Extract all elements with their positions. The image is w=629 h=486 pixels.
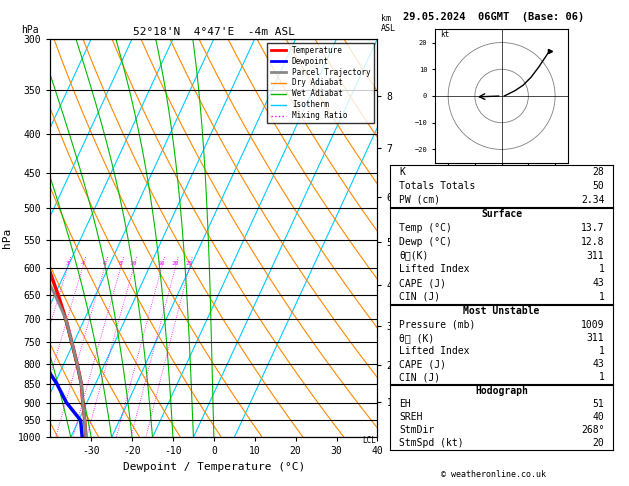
Text: hPa: hPa bbox=[21, 25, 38, 35]
Text: 43: 43 bbox=[593, 359, 604, 369]
Text: 51: 51 bbox=[593, 399, 604, 409]
Text: StmSpd (kt): StmSpd (kt) bbox=[399, 438, 464, 448]
Text: CIN (J): CIN (J) bbox=[399, 372, 440, 382]
Text: 2.34: 2.34 bbox=[581, 195, 604, 205]
Text: Temp (°C): Temp (°C) bbox=[399, 223, 452, 233]
Text: 8: 8 bbox=[119, 261, 123, 266]
Text: 311: 311 bbox=[587, 333, 604, 343]
Text: kt: kt bbox=[440, 30, 449, 39]
Text: θᴄ(K): θᴄ(K) bbox=[399, 251, 428, 260]
Text: 29.05.2024  06GMT  (Base: 06): 29.05.2024 06GMT (Base: 06) bbox=[403, 12, 584, 22]
Text: CAPE (J): CAPE (J) bbox=[399, 359, 446, 369]
Text: CAPE (J): CAPE (J) bbox=[399, 278, 446, 288]
Text: 12.8: 12.8 bbox=[581, 237, 604, 247]
Legend: Temperature, Dewpoint, Parcel Trajectory, Dry Adiabat, Wet Adiabat, Isotherm, Mi: Temperature, Dewpoint, Parcel Trajectory… bbox=[267, 43, 374, 123]
Text: 25: 25 bbox=[186, 261, 193, 266]
Text: Totals Totals: Totals Totals bbox=[399, 181, 476, 191]
Text: Hodograph: Hodograph bbox=[475, 386, 528, 397]
Text: 20: 20 bbox=[172, 261, 179, 266]
X-axis label: Dewpoint / Temperature (°C): Dewpoint / Temperature (°C) bbox=[123, 462, 305, 472]
Text: PW (cm): PW (cm) bbox=[399, 195, 440, 205]
Text: Mixing Ratio (g/kg): Mixing Ratio (g/kg) bbox=[437, 187, 445, 289]
Text: SREH: SREH bbox=[399, 412, 423, 422]
Text: CIN (J): CIN (J) bbox=[399, 292, 440, 302]
Text: Lifted Index: Lifted Index bbox=[399, 346, 469, 356]
Text: 10: 10 bbox=[130, 261, 137, 266]
Text: 3: 3 bbox=[65, 261, 69, 266]
Y-axis label: hPa: hPa bbox=[3, 228, 12, 248]
Text: 50: 50 bbox=[593, 181, 604, 191]
Title: 52°18'N  4°47'E  -4m ASL: 52°18'N 4°47'E -4m ASL bbox=[133, 27, 295, 37]
Text: 268°: 268° bbox=[581, 425, 604, 435]
Text: LCL: LCL bbox=[363, 436, 377, 445]
Text: 1009: 1009 bbox=[581, 319, 604, 330]
Text: 20: 20 bbox=[593, 438, 604, 448]
Text: K: K bbox=[399, 167, 405, 177]
Text: 13.7: 13.7 bbox=[581, 223, 604, 233]
Text: EH: EH bbox=[399, 399, 411, 409]
Text: θᴄ (K): θᴄ (K) bbox=[399, 333, 434, 343]
Text: © weatheronline.co.uk: © weatheronline.co.uk bbox=[442, 470, 546, 479]
Text: Pressure (mb): Pressure (mb) bbox=[399, 319, 476, 330]
Text: 40: 40 bbox=[593, 412, 604, 422]
Text: 1: 1 bbox=[598, 264, 604, 275]
Text: 16: 16 bbox=[158, 261, 165, 266]
Text: Lifted Index: Lifted Index bbox=[399, 264, 469, 275]
Text: 43: 43 bbox=[593, 278, 604, 288]
Text: 6: 6 bbox=[103, 261, 106, 266]
Text: 1: 1 bbox=[598, 372, 604, 382]
Text: 1: 1 bbox=[598, 346, 604, 356]
Text: Most Unstable: Most Unstable bbox=[464, 306, 540, 316]
Text: StmDir: StmDir bbox=[399, 425, 434, 435]
Text: Dewp (°C): Dewp (°C) bbox=[399, 237, 452, 247]
Text: 311: 311 bbox=[587, 251, 604, 260]
Text: km
ASL: km ASL bbox=[381, 14, 396, 33]
Text: 4: 4 bbox=[81, 261, 84, 266]
Text: Surface: Surface bbox=[481, 209, 522, 219]
Text: 28: 28 bbox=[593, 167, 604, 177]
Text: 1: 1 bbox=[598, 292, 604, 302]
